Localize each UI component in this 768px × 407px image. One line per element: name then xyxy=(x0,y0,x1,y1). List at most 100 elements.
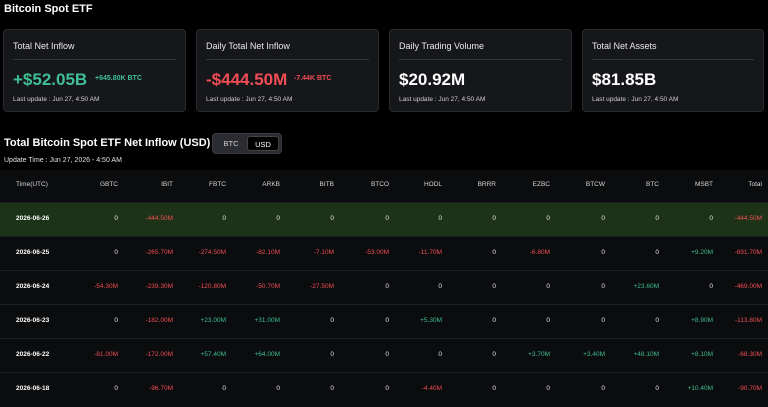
table-cell: +3.70M xyxy=(528,351,550,358)
row-date: 2026-06-18 xyxy=(16,385,50,392)
table-cell: -444.50M xyxy=(734,215,762,222)
table-cell: 0 xyxy=(492,283,496,290)
card-divider xyxy=(13,59,176,60)
table-cell: 0 xyxy=(385,215,389,222)
toggle-usd-button[interactable]: USD xyxy=(247,136,279,151)
update-time: Update Time : Jun 27, 2026 - 4:50 AM xyxy=(4,157,122,164)
table-cell: 0 xyxy=(709,283,713,290)
table-cell: -50.70M xyxy=(256,283,280,290)
table-cell: 0 xyxy=(546,385,550,392)
card-daily-trading-volume: Daily Trading Volume $20.92M Last update… xyxy=(389,29,572,112)
column-header: EZBC xyxy=(532,181,550,188)
table-cell: 0 xyxy=(114,215,118,222)
table-cell: 0 xyxy=(655,317,659,324)
section-title: Total Bitcoin Spot ETF Net Inflow (USD) xyxy=(4,137,211,149)
toggle-btc-button[interactable]: BTC xyxy=(223,139,239,148)
table-cell: 0 xyxy=(601,283,605,290)
table-cell: -90.70M xyxy=(738,385,762,392)
table-cell: 0 xyxy=(222,385,226,392)
table-row: 2026-06-18 0 -96.70M 0 0 0 0 -4.40M 0 0 0 0 +10.40M -… xyxy=(0,372,768,406)
card-value: $81.85B xyxy=(592,70,657,89)
table-cell: 0 xyxy=(385,351,389,358)
card-last-update: Last update : Jun 27, 4:50 AM xyxy=(399,96,486,103)
table-cell: 0 xyxy=(546,283,550,290)
row-date: 2026-06-23 xyxy=(16,317,50,324)
table-cell: +10.40M xyxy=(687,385,713,392)
table-cell: 0 xyxy=(492,249,496,256)
table-cell: -182.00M xyxy=(145,317,173,324)
table-cell: 0 xyxy=(709,215,713,222)
table-cell: 0 xyxy=(330,351,334,358)
table-cell: 0 xyxy=(492,215,496,222)
table-cell: -11.70M xyxy=(418,249,442,256)
table-cell: 0 xyxy=(601,215,605,222)
column-header: BTCW xyxy=(585,181,605,188)
table-cell: 0 xyxy=(330,385,334,392)
inflow-table: Time(UTC) GBTC IBIT FBTC ARKB BITB BTCO HODL BRR… xyxy=(0,170,768,407)
table-cell: 0 xyxy=(492,385,496,392)
table-cell: 0 xyxy=(330,215,334,222)
table-cell: -7.10M xyxy=(313,249,334,256)
table-cell: -172.00M xyxy=(145,351,173,358)
table-cell: 0 xyxy=(114,385,118,392)
card-title: Total Net Inflow xyxy=(13,41,75,51)
table-cell: +23.00M xyxy=(200,317,226,324)
card-divider xyxy=(592,59,754,60)
table-row: 2026-06-22 -81.00M -172.00M +57.40M +64.00M 0… xyxy=(0,338,768,372)
table-cell: 0 xyxy=(655,215,659,222)
column-header: FBTC xyxy=(209,181,226,188)
card-title: Daily Total Net Inflow xyxy=(206,41,290,51)
row-date: 2026-06-25 xyxy=(16,249,50,256)
table-cell: -274.50M xyxy=(198,249,226,256)
table-cell: +8.90M xyxy=(691,317,713,324)
table-cell: 0 xyxy=(492,317,496,324)
table-cell: -444.50M xyxy=(145,215,173,222)
card-title: Daily Trading Volume xyxy=(399,41,485,51)
table-row: 2026-06-23 0 -182.00M +23.00M +31.00M 0 0 +5.30… xyxy=(0,304,768,338)
table-row: 2026-06-26 0 -444.50M 0 0 0 0 0 0 0 0 0 0 -444.50M xyxy=(0,202,768,236)
card-divider xyxy=(399,59,562,60)
table-cell: 0 xyxy=(222,215,226,222)
table-cell: -81.00M xyxy=(94,351,118,358)
column-header: Total xyxy=(748,181,762,188)
table-cell: 0 xyxy=(546,317,550,324)
table-cell: 0 xyxy=(276,385,280,392)
card-sub-value: -7.44K BTC xyxy=(294,75,332,82)
table-cell: 0 xyxy=(601,317,605,324)
table-cell: 0 xyxy=(601,385,605,392)
card-last-update: Last update : Jun 27, 4:50 AM xyxy=(206,96,293,103)
table-cell: -120.80M xyxy=(198,283,226,290)
column-header: BTC xyxy=(646,181,659,188)
column-header: BTCO xyxy=(370,181,389,188)
table-cell: -27.50M xyxy=(310,283,334,290)
table-cell: 0 xyxy=(655,249,659,256)
card-value: $20.92M xyxy=(399,70,466,89)
table-cell: 0 xyxy=(114,249,118,256)
table-cell: 0 xyxy=(385,317,389,324)
row-date: 2026-06-24 xyxy=(16,283,50,290)
table-cell: -6.80M xyxy=(529,249,550,256)
column-header: Time(UTC) xyxy=(16,181,48,188)
table-cell: -96.70M xyxy=(149,385,173,392)
table-cell: 0 xyxy=(276,215,280,222)
table-cell: -68.30M xyxy=(738,351,762,358)
card-daily-total-net-inflow: Daily Total Net Inflow -$444.50M -7.44K … xyxy=(196,29,379,112)
table-cell: 0 xyxy=(601,249,605,256)
table-cell: +9.20M xyxy=(691,249,713,256)
table-cell: 0 xyxy=(438,283,442,290)
currency-toggle[interactable]: BTC USD xyxy=(212,133,282,154)
column-header: HODL xyxy=(423,181,442,188)
table-cell: 0 xyxy=(330,317,334,324)
table-cell: +31.00M xyxy=(254,317,280,324)
table-cell: +64.00M xyxy=(254,351,280,358)
column-header: BRRR xyxy=(477,181,496,188)
table-cell: +23.60M xyxy=(633,283,659,290)
table-cell: -239.30M xyxy=(145,283,173,290)
row-date: 2026-06-26 xyxy=(16,215,50,222)
table-row: 2026-06-24 -54.30M -239.30M -120.80M -50.70M… xyxy=(0,270,768,304)
card-total-net-inflow: Total Net Inflow +$52.05B +645.80K BTC L… xyxy=(3,29,186,112)
table-header: Time(UTC) GBTC IBIT FBTC ARKB BITB BTCO HODL BRR… xyxy=(0,170,768,202)
column-header: IBIT xyxy=(161,181,173,188)
row-date: 2026-06-22 xyxy=(16,351,50,358)
table-cell: +57.40M xyxy=(200,351,226,358)
